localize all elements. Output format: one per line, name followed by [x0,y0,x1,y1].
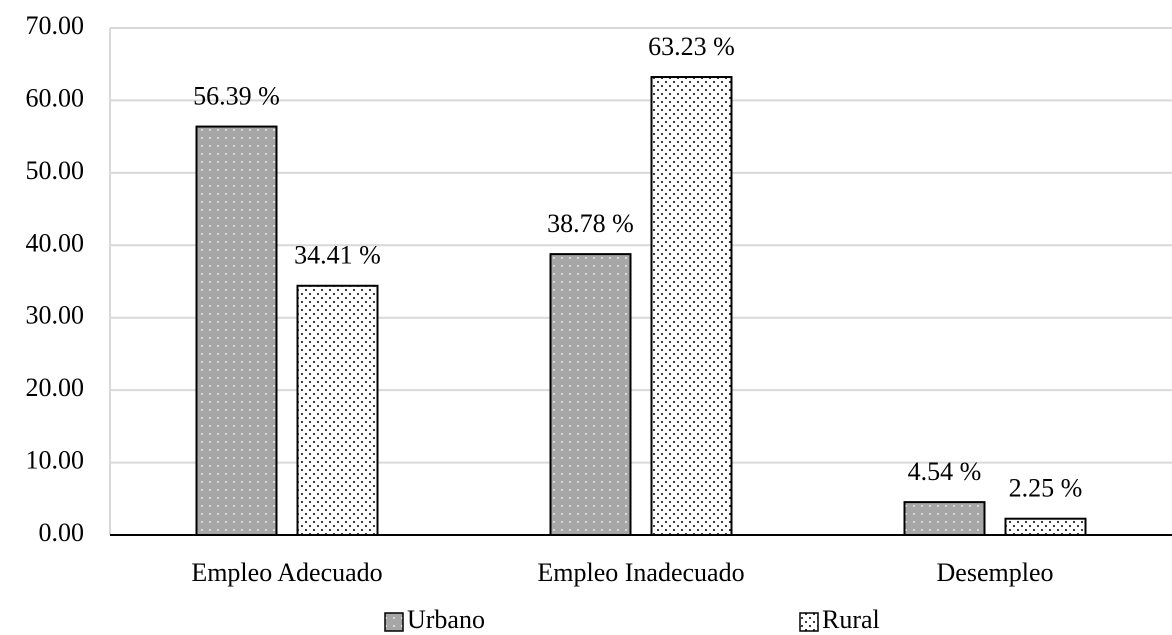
legend-label: Rural [822,605,880,634]
y-tick-label: 30.00 [26,301,85,330]
data-label: 34.41 % [294,241,381,270]
x-tick-label: Empleo Inadecuado [537,558,744,587]
y-tick-label: 50.00 [26,156,85,185]
bar [549,253,632,536]
y-tick-label: 40.00 [26,228,85,257]
legend-label: Urbano [407,605,485,634]
x-tick-label: Desempleo [937,558,1054,587]
bar [650,76,733,536]
y-tick-label: 60.00 [26,83,85,112]
bar [903,501,986,537]
y-tick-label: 20.00 [26,373,85,402]
legend-swatch [799,612,819,632]
x-tick-label: Empleo Adecuado [191,558,382,587]
bar [1004,517,1087,536]
data-label: 56.39 % [193,82,280,111]
data-label: 38.78 % [547,209,634,238]
data-label: 2.25 % [1009,474,1083,503]
bar [195,125,278,536]
y-tick-label: 0.00 [39,518,85,547]
y-tick-label: 70.00 [26,11,85,40]
y-tick-label: 10.00 [26,446,85,475]
bar [296,284,379,536]
data-label: 63.23 % [648,32,735,61]
legend-swatch [384,612,404,632]
data-label: 4.54 % [908,457,982,486]
